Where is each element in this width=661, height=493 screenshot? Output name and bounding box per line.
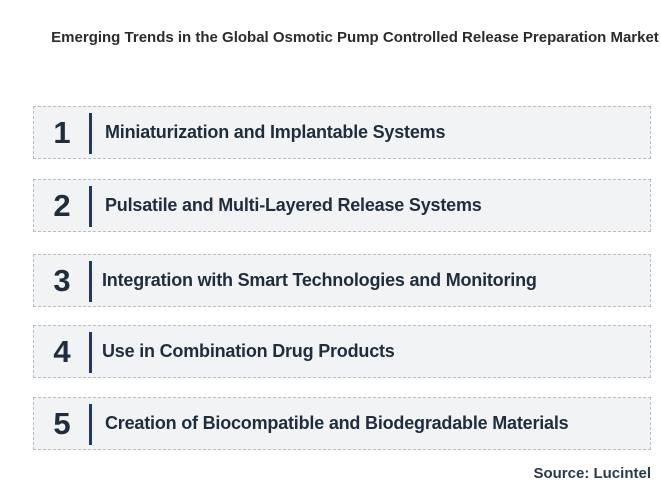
trend-number: 1 [53,114,71,150]
trend-divider [89,404,92,445]
trend-label: Integration with Smart Technologies and … [102,270,537,290]
trend-item-5: 5 Creation of Biocompatible and Biodegra… [33,397,651,450]
trend-divider [89,332,92,373]
trend-label: Pulsatile and Multi-Layered Release Syst… [105,195,482,215]
trend-number: 5 [53,405,71,441]
trend-number: 3 [53,262,71,298]
trend-label: Miniaturization and Implantable Systems [105,122,446,142]
trend-item-3: 3 Integration with Smart Technologies an… [33,254,651,307]
trend-item-1: 1 Miniaturization and Implantable System… [33,106,651,159]
trend-number: 4 [53,333,71,369]
trend-divider [89,186,92,227]
trend-label: Creation of Biocompatible and Biodegrada… [105,413,569,433]
trend-item-2: 2 Pulsatile and Multi-Layered Release Sy… [33,179,651,232]
trend-item-4: 4 Use in Combination Drug Products [33,325,651,378]
source-credit: Source: Lucintel [533,465,651,482]
trend-number: 2 [53,187,71,223]
diagram-title: Emerging Trends in the Global Osmotic Pu… [51,29,659,46]
trend-divider [89,261,92,302]
trend-label: Use in Combination Drug Products [102,341,395,361]
trend-divider [89,113,92,154]
